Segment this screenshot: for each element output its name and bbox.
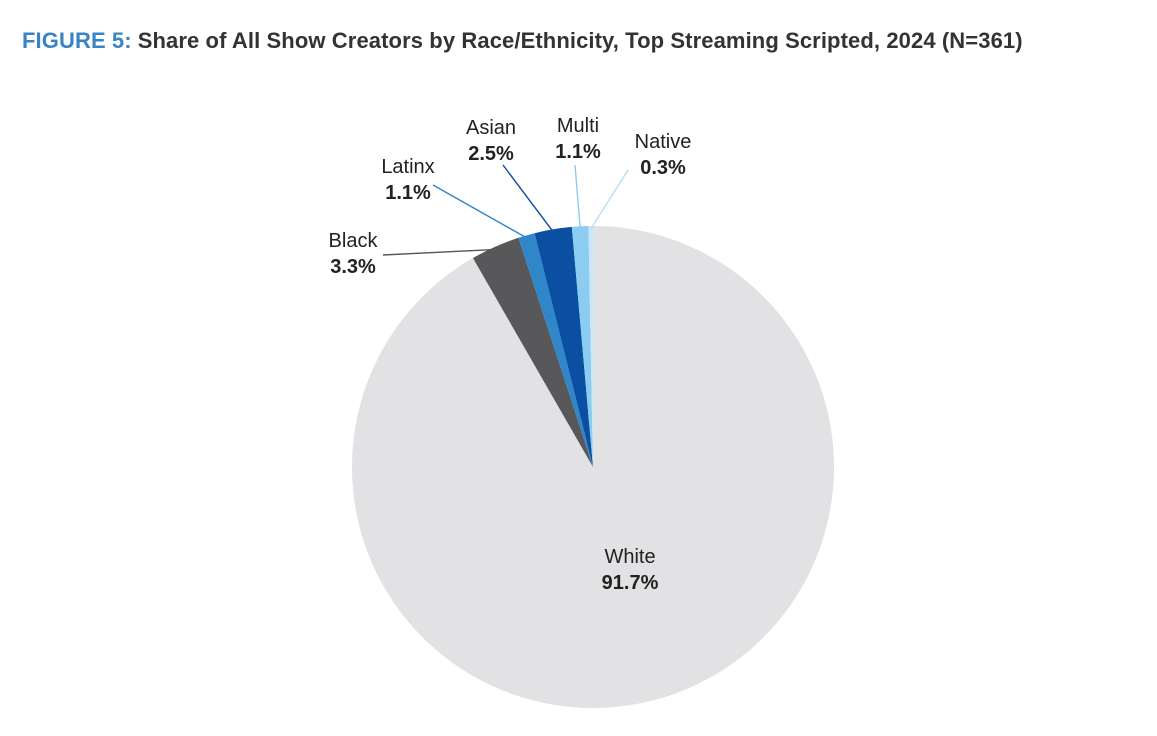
leader-line-black: [382, 248, 497, 256]
pie-slice-multi: [571, 226, 593, 467]
pie-slice-native: [588, 226, 593, 467]
leader-line-asian: [502, 164, 555, 233]
figure-title-text: Share of All Show Creators by Race/Ethni…: [137, 28, 1023, 53]
slice-label-latinx: Latinx: [381, 156, 434, 178]
slice-value-black: 3.3%: [330, 256, 376, 278]
slice-value-native: 0.3%: [640, 157, 686, 179]
pie-slice-asian: [534, 226, 593, 467]
slice-value-asian: 2.5%: [468, 143, 514, 165]
leader-line-latinx: [432, 184, 528, 239]
slice-value-latinx: 1.1%: [385, 182, 431, 204]
slice-label-white: White: [604, 546, 655, 568]
leader-line-multi: [574, 164, 581, 230]
label-leader-lines: [382, 164, 629, 256]
leader-line-native: [590, 169, 629, 230]
pie-slice-latinx: [518, 233, 593, 467]
pie-slices: [351, 226, 834, 708]
slice-value-white: 91.7%: [602, 572, 659, 594]
slice-label-black: Black: [329, 230, 379, 252]
slice-label-multi: Multi: [557, 115, 599, 137]
slice-labels: White 91.7% Black 3.3% Latinx 1.1% Asian 2.5% Mu…: [329, 115, 692, 594]
figure-number-label: FIGURE 5:: [22, 28, 132, 53]
pie-slice-black: [472, 237, 593, 467]
figure-title: FIGURE 5: Share of All Show Creators by R…: [22, 28, 1023, 54]
slice-label-asian: Asian: [466, 117, 516, 139]
slice-label-native: Native: [635, 131, 692, 153]
slice-value-multi: 1.1%: [555, 141, 601, 163]
